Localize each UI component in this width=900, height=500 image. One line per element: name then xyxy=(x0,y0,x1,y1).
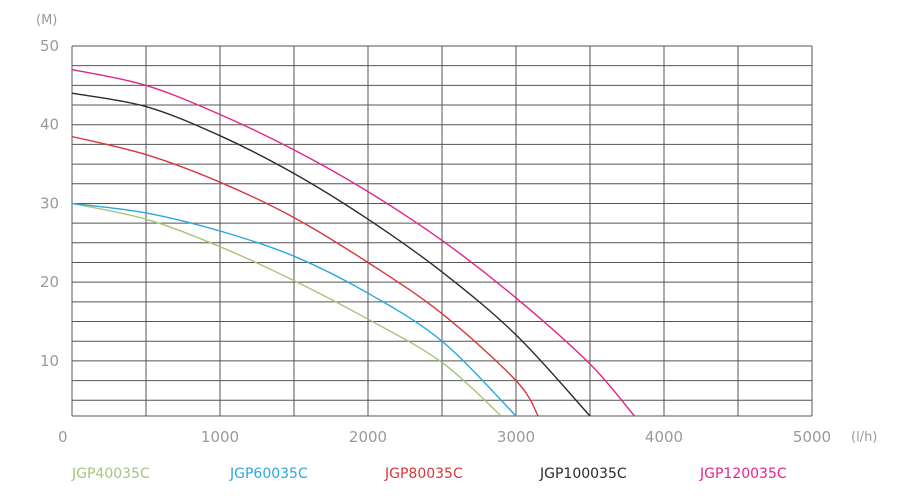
series-lines xyxy=(71,68,635,417)
legend: JGP40035C JGP60035C JGP80035C JGP100035C JGP… xyxy=(71,466,787,482)
legend-item-jgp60035c: JGP60035C xyxy=(229,466,308,482)
legend-item-jgp120035c: JGP120035C xyxy=(699,466,787,482)
x-tick-label: 5000 xyxy=(793,428,831,446)
y-tick-label: 30 xyxy=(40,194,59,212)
grid xyxy=(71,45,813,417)
series-line-jgp120035c xyxy=(71,68,635,417)
y-tick-label: 20 xyxy=(40,273,59,291)
legend-item-jgp80035c: JGP80035C xyxy=(384,466,463,482)
y-tick-label: 40 xyxy=(40,116,59,134)
x-tick-label: 3000 xyxy=(497,428,535,446)
y-tick-label: 50 xyxy=(40,37,59,55)
series-line-jgp40035c xyxy=(71,202,502,417)
x-tick-label: 1000 xyxy=(201,428,239,446)
x-tick-label: 2000 xyxy=(349,428,387,446)
x-tick-label: 0 xyxy=(58,428,68,446)
axes: (M) (l/h) 10 20 30 40 50 0 1000 2000 3000 4000 500… xyxy=(36,13,877,446)
series-line-jgp60035c xyxy=(71,202,517,417)
legend-item-jgp40035c: JGP40035C xyxy=(71,466,150,482)
legend-item-jgp100035c: JGP100035C xyxy=(539,466,627,482)
y-tick-label: 10 xyxy=(40,352,59,370)
x-unit-label: (l/h) xyxy=(851,430,877,445)
x-tick-label: 4000 xyxy=(645,428,683,446)
series-line-jgp100035c xyxy=(71,92,591,417)
series-line-jgp80035c xyxy=(71,135,539,417)
y-unit-label: (M) xyxy=(36,13,57,28)
